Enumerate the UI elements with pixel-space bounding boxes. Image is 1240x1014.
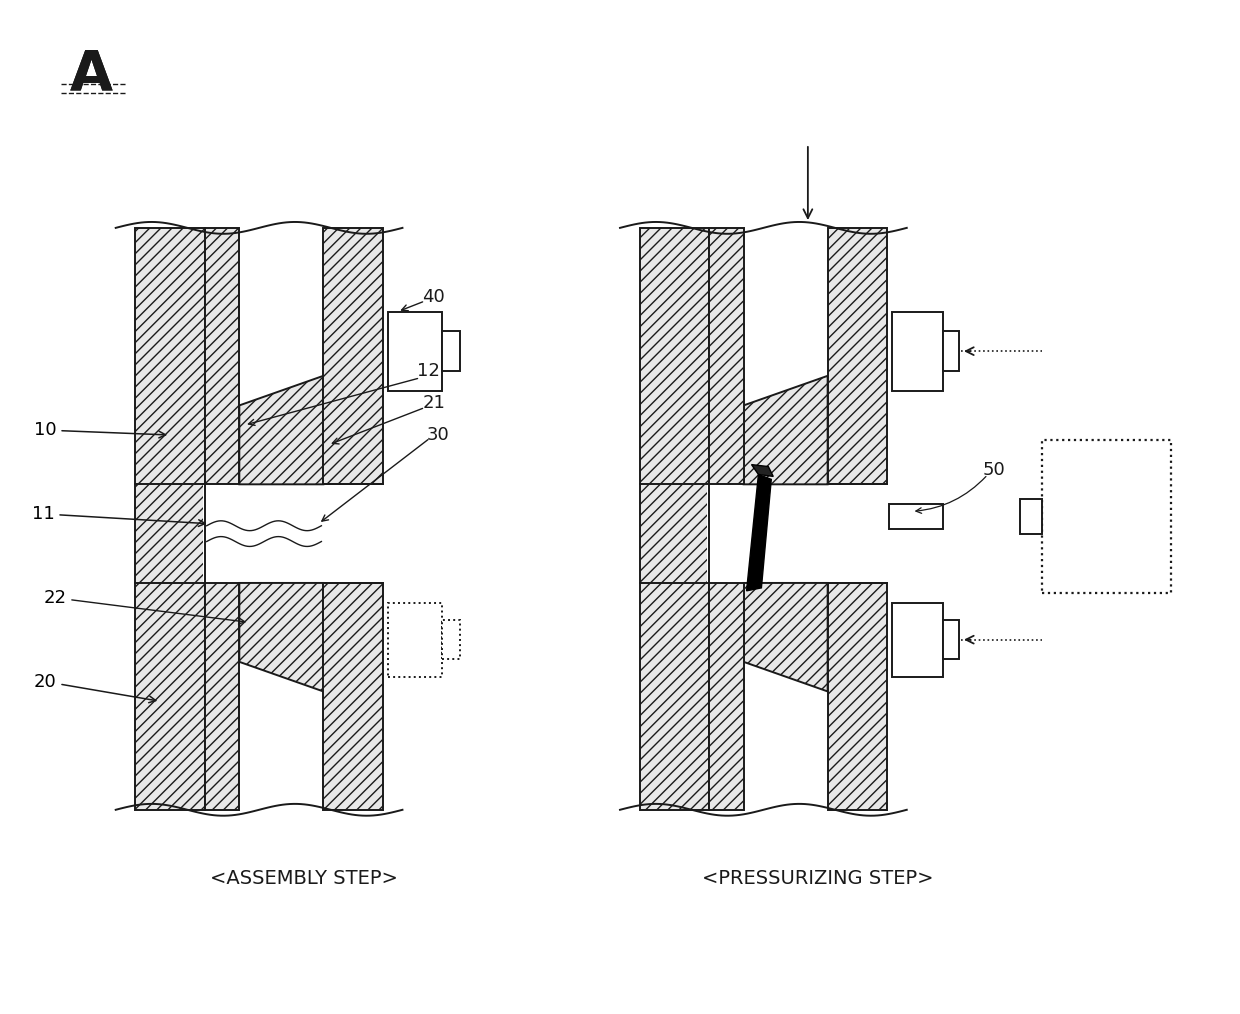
Text: 30: 30 bbox=[428, 426, 450, 444]
Text: 50: 50 bbox=[983, 460, 1006, 479]
Text: 20: 20 bbox=[33, 672, 156, 703]
Text: A: A bbox=[69, 48, 113, 102]
Text: A: A bbox=[69, 48, 113, 102]
Bar bbox=[709, 583, 744, 810]
Text: <ASSEMBLY STEP>: <ASSEMBLY STEP> bbox=[210, 869, 398, 888]
Polygon shape bbox=[744, 583, 827, 692]
Bar bbox=[324, 583, 383, 810]
Bar bbox=[827, 583, 887, 810]
Bar bbox=[640, 228, 709, 810]
Bar bbox=[135, 228, 205, 810]
Text: 40: 40 bbox=[423, 288, 445, 306]
Polygon shape bbox=[746, 475, 771, 591]
Bar bbox=[388, 311, 441, 390]
Bar bbox=[889, 504, 944, 528]
Polygon shape bbox=[239, 376, 324, 485]
Bar bbox=[707, 485, 830, 583]
Bar bbox=[944, 621, 960, 659]
Bar bbox=[1042, 440, 1171, 593]
Text: 22: 22 bbox=[43, 589, 246, 624]
Bar bbox=[441, 332, 460, 371]
Bar bbox=[202, 485, 325, 583]
Bar bbox=[205, 228, 239, 485]
Text: 11: 11 bbox=[32, 505, 205, 526]
Bar bbox=[205, 583, 239, 810]
Bar bbox=[709, 228, 744, 485]
Polygon shape bbox=[751, 464, 774, 477]
Polygon shape bbox=[744, 376, 827, 485]
Bar bbox=[388, 602, 441, 676]
Bar bbox=[892, 311, 944, 390]
Bar bbox=[892, 602, 944, 676]
Text: <PRESSURIZING STEP>: <PRESSURIZING STEP> bbox=[702, 869, 934, 888]
Text: 10: 10 bbox=[33, 421, 166, 439]
Bar bbox=[441, 621, 460, 659]
Bar bbox=[944, 332, 960, 371]
Bar bbox=[324, 228, 383, 485]
Text: 21: 21 bbox=[423, 394, 445, 413]
Polygon shape bbox=[239, 583, 324, 692]
Bar bbox=[827, 228, 887, 485]
Text: 12: 12 bbox=[418, 362, 440, 380]
Bar bbox=[1021, 499, 1042, 534]
